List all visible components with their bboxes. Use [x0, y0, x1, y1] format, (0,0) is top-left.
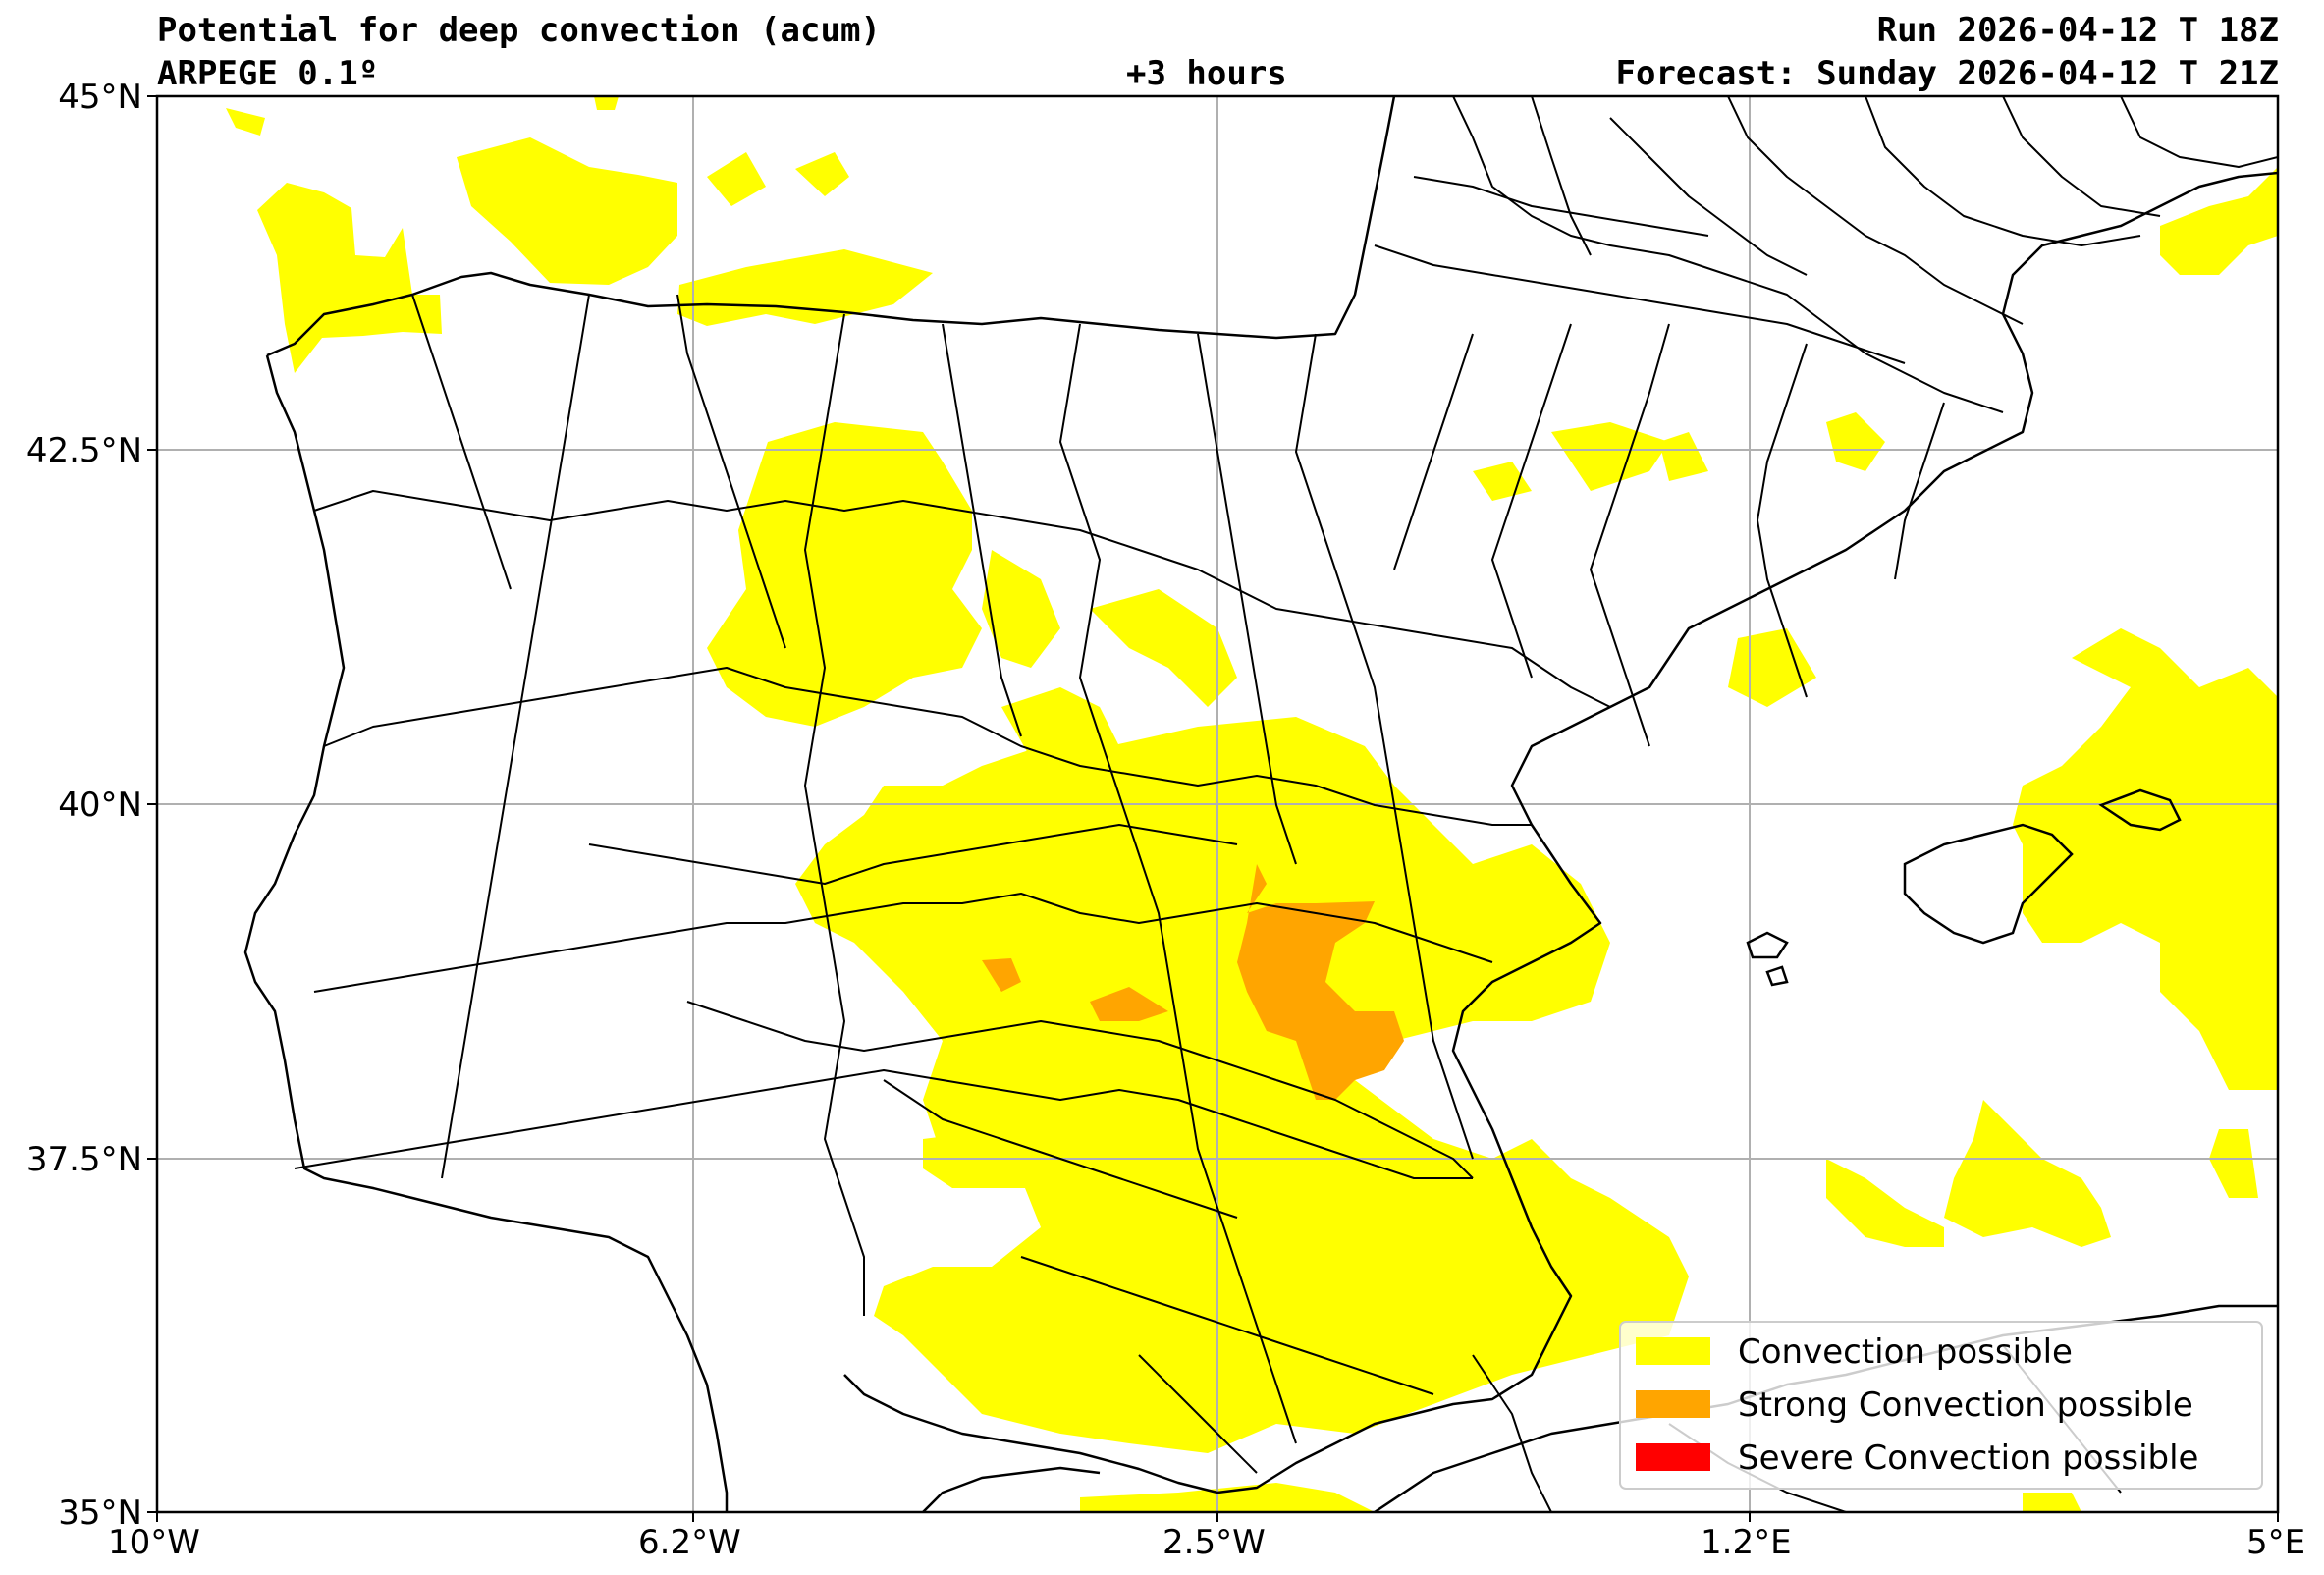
y-tick-label: 42.5°N — [26, 431, 142, 470]
balearic-islands — [1746, 788, 2182, 987]
convection-possible-areas — [226, 96, 2278, 1512]
x-tick-label: 10°W — [108, 1523, 200, 1562]
legend-label-severe: Severe Convection possible — [1738, 1439, 2198, 1478]
lead-time-label: +3 hours — [1126, 54, 1287, 93]
map-title: Potential for deep convection (acum) — [157, 11, 881, 50]
y-tick-label: 37.5°N — [26, 1140, 142, 1179]
legend-swatch-strong — [1636, 1390, 1710, 1418]
y-tick-label: 40°N — [58, 786, 142, 825]
legend-box — [1619, 1321, 2263, 1490]
legend-swatch-severe — [1636, 1443, 1710, 1471]
tick-marks — [147, 95, 2279, 1522]
x-tick-label: 2.5°W — [1162, 1523, 1266, 1562]
x-tick-label: 1.2°E — [1701, 1523, 1792, 1562]
y-tick-label: 45°N — [58, 78, 142, 117]
x-tick-label: 5°E — [2246, 1523, 2306, 1562]
legend-label-convection: Convection possible — [1738, 1332, 2073, 1372]
legend: Convection possible Strong Convection po… — [1619, 1321, 2263, 1490]
model-label: ARPEGE 0.1º — [157, 54, 379, 93]
graticule — [157, 96, 2278, 1512]
forecast-label: Forecast: Sunday 2026-04-12 T 21Z — [1615, 54, 2279, 93]
run-label: Run 2026-04-12 T 18Z — [1876, 11, 2279, 50]
x-tick-label: 6.2°W — [638, 1523, 741, 1562]
legend-label-strong: Strong Convection possible — [1738, 1385, 2193, 1425]
legend-swatch-convection — [1636, 1337, 1710, 1365]
strong-convection-areas — [982, 864, 1404, 1100]
y-tick-label: 35°N — [58, 1494, 142, 1533]
